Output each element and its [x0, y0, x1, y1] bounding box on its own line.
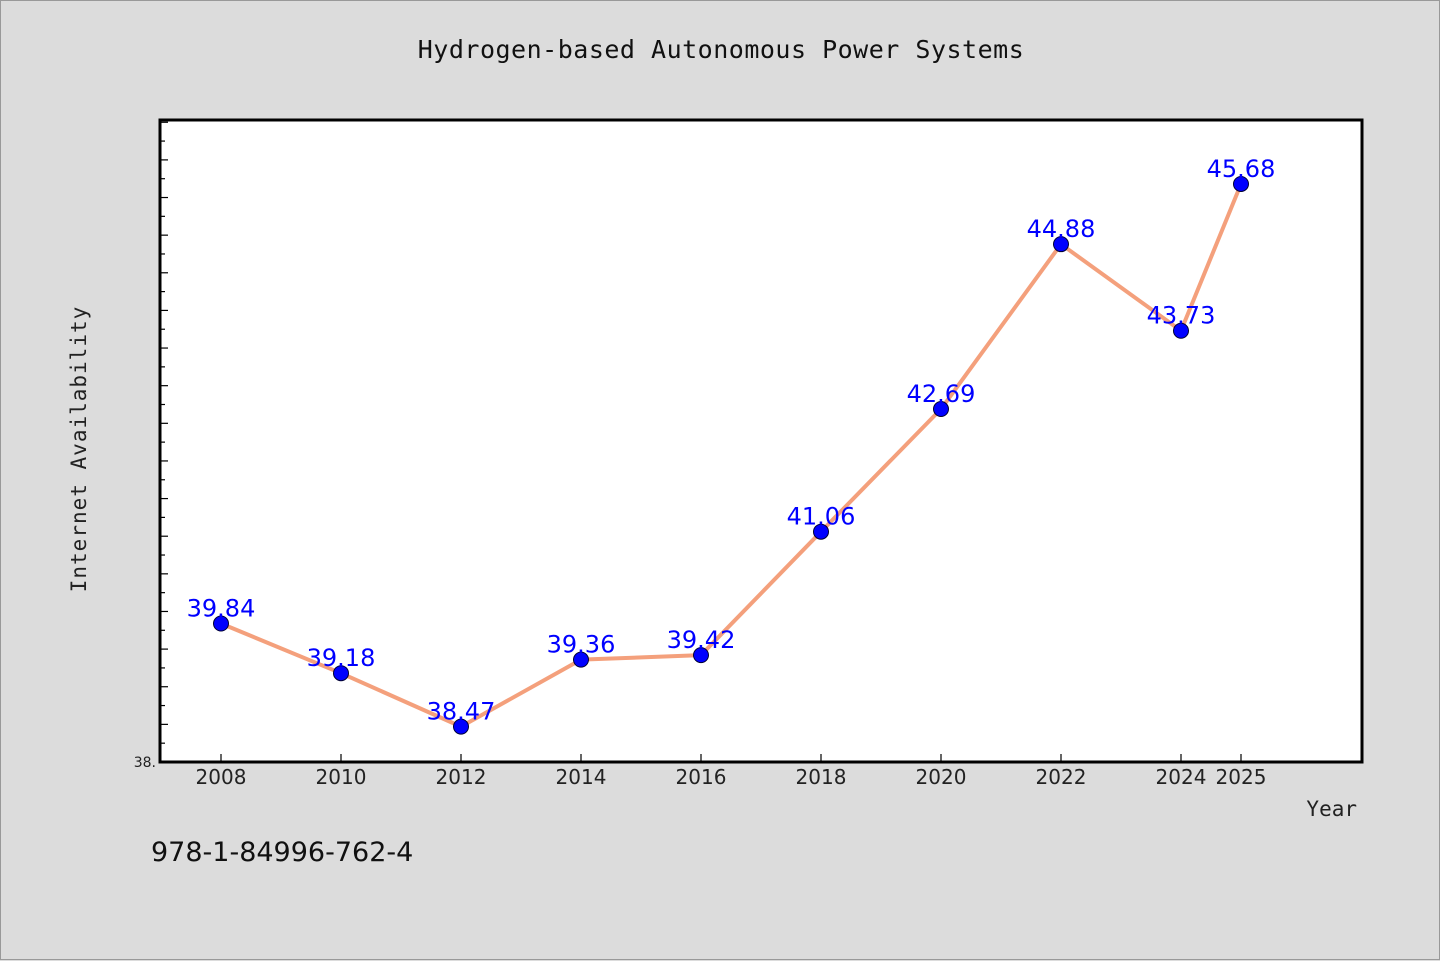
x-tick-label: 2012 — [436, 765, 487, 789]
data-point — [933, 401, 949, 418]
data-label: 38.47 — [427, 698, 496, 726]
series-line — [220, 183, 1243, 729]
y-tick-label: 38. — [134, 755, 156, 771]
x-tick-label: 2014 — [556, 765, 607, 789]
x-tick-label: 2018 — [796, 765, 847, 789]
data-label: 39.18 — [307, 644, 376, 672]
chart-title: Hydrogen-based Autonomous Power Systems — [417, 35, 1025, 64]
x-axis-label: Year — [1306, 797, 1357, 821]
plot-frame — [158, 118, 1364, 764]
data-point — [1053, 236, 1069, 253]
data-label: 39.36 — [547, 631, 616, 659]
data-point — [1233, 175, 1249, 192]
data-label: 44.88 — [1027, 215, 1096, 243]
x-tick-label: 2022 — [1036, 765, 1087, 789]
data-label: 39.42 — [667, 626, 736, 654]
x-tick-label: 2016 — [676, 765, 727, 789]
data-label: 43.73 — [1147, 302, 1216, 330]
x-tick-label: 2024 — [1156, 765, 1207, 789]
data-point — [213, 615, 229, 632]
x-tick-label: 2010 — [316, 765, 367, 789]
isbn-text: 978-1-84996-762-4 — [151, 837, 414, 868]
data-label: 39.84 — [187, 595, 256, 623]
data-point — [1173, 322, 1189, 339]
data-label: 45.68 — [1207, 155, 1276, 183]
x-tick-label: 2008 — [196, 765, 247, 789]
x-tick-label: 2020 — [916, 765, 967, 789]
x-tick-label: 2025 — [1216, 765, 1267, 789]
data-point — [453, 718, 469, 735]
data-point — [573, 651, 589, 668]
data-point — [813, 523, 829, 540]
data-label: 42.69 — [907, 380, 976, 408]
data-point — [333, 665, 349, 682]
data-point — [693, 647, 709, 664]
data-label: 41.06 — [787, 503, 856, 531]
